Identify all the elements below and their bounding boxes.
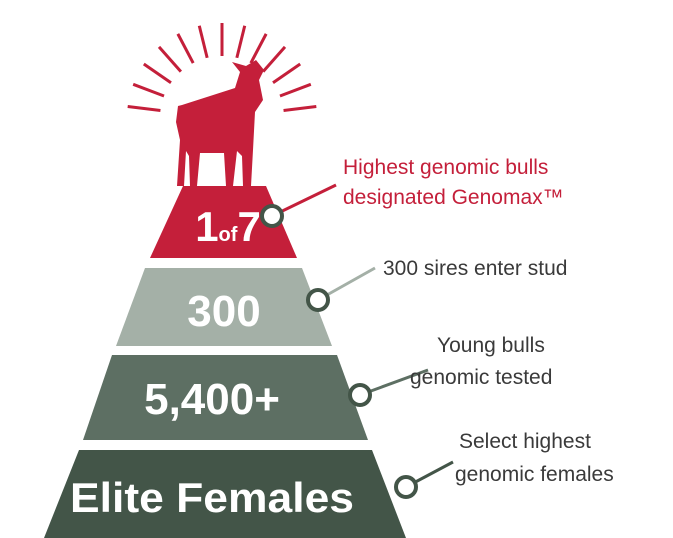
ray xyxy=(133,84,164,96)
tier-label: Elite Females xyxy=(70,474,354,521)
ray xyxy=(199,26,207,58)
tier-label: 5,400+ xyxy=(144,375,280,424)
description: genomic tested xyxy=(410,366,552,389)
description: designated Genomax™ xyxy=(343,186,564,209)
ray xyxy=(159,47,181,72)
description: genomic females xyxy=(455,463,614,486)
ray xyxy=(280,84,311,96)
pyramid-infographic: 1of7 300 5,400+ Elite Females Highest ge… xyxy=(0,0,673,538)
ray xyxy=(144,64,171,83)
description: 300 sires enter stud xyxy=(383,257,567,280)
ray xyxy=(128,107,161,111)
ray xyxy=(284,107,317,111)
marker xyxy=(262,206,282,226)
tier-label: 300 xyxy=(187,287,260,336)
marker xyxy=(308,290,328,310)
ray xyxy=(178,34,193,63)
ray xyxy=(263,47,285,72)
ray xyxy=(273,64,300,83)
label-part: of xyxy=(219,224,238,246)
label-part: 1 xyxy=(195,203,218,250)
label-part: 7 xyxy=(237,203,260,250)
description: Select highest xyxy=(459,430,591,453)
ray xyxy=(251,34,266,63)
description: Young bulls xyxy=(437,334,545,357)
description: Highest genomic bulls xyxy=(343,156,548,179)
cow-silhouette xyxy=(176,60,264,186)
marker xyxy=(350,385,370,405)
ray xyxy=(237,26,245,58)
marker xyxy=(396,477,416,497)
